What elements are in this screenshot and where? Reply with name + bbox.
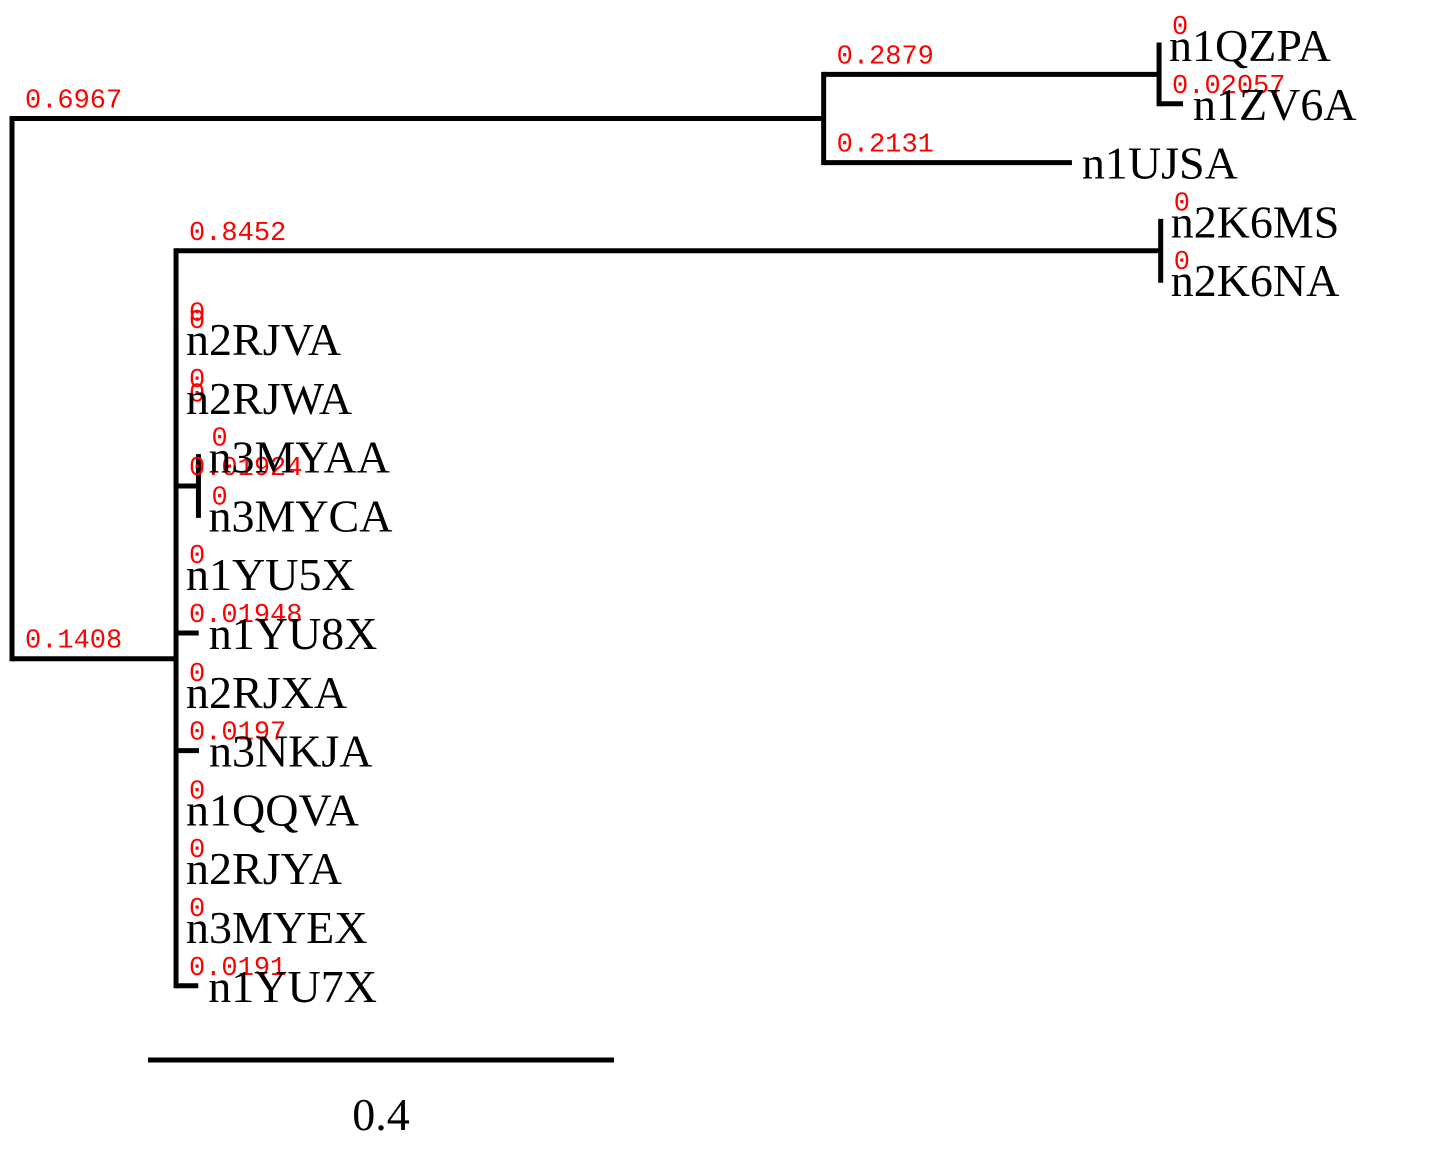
branch-length-label: 0 xyxy=(189,777,205,807)
branch-length-label: 0 xyxy=(211,425,227,455)
tree-branches xyxy=(9,42,1184,989)
leaf-label: n3MYEX xyxy=(186,902,367,953)
scale-bar-label: 0.4 xyxy=(352,1089,410,1140)
branch-length-label: 0 xyxy=(189,300,205,330)
leaf-label: n1YU7X xyxy=(208,961,377,1012)
scale-bar: 0.4 xyxy=(148,1057,614,1140)
branch-length-label: 0 xyxy=(189,660,205,690)
leaf-label: n1UJSA xyxy=(1082,138,1238,189)
branch-length-label: 0.2879 xyxy=(837,42,934,72)
branch-length-label: 0.6967 xyxy=(25,87,122,117)
leaf-label: n3MYAA xyxy=(208,432,389,483)
leaf-label: n1QZPA xyxy=(1169,20,1331,71)
leaf-label: n1YU8X xyxy=(209,608,378,659)
branch-length-label: 0 xyxy=(211,483,227,513)
leaf-label: n3MYCA xyxy=(208,490,392,541)
branch-length-label: 0.2131 xyxy=(837,131,934,161)
leaf-label: n2RJYA xyxy=(186,843,342,894)
branch-length-label: 0 xyxy=(189,542,205,572)
branch-length-label: 0.0197 xyxy=(189,719,286,749)
branch-length-label: 0 xyxy=(189,836,205,866)
leaf-label: n2RJVA xyxy=(186,314,341,365)
leaf-label: n2K6NA xyxy=(1171,255,1340,306)
branch-length-label: 0.01924 xyxy=(189,454,302,484)
branch-length-label: 0.0191 xyxy=(189,954,286,984)
branch-length-label: 0 xyxy=(189,895,205,925)
leaf-label: n1YU5X xyxy=(186,549,355,600)
branch-length-label: 0.8452 xyxy=(189,219,286,249)
branch-length-label: 0.01948 xyxy=(189,601,302,631)
branch-length-labels: 0.6967 0.2879 0 0.02057 0.2131 0.1408 0 0.8452 0… xyxy=(25,13,1285,984)
leaf-labels: n1QZPA n1ZV6A n1UJSA n2K6MS n2K6NA n2RJVA n2RJ… xyxy=(186,20,1357,1012)
leaf-label: n1QQVA xyxy=(186,784,359,835)
branch-length-label: 0 xyxy=(1174,189,1190,219)
leaf-label: n2RJXA xyxy=(186,667,347,718)
branch-length-label: 0 xyxy=(189,381,205,411)
branch-length-label: 0.1408 xyxy=(25,627,122,657)
branch-length-label: 0.02057 xyxy=(1172,72,1285,102)
branch-length-label: 0 xyxy=(189,366,205,396)
leaf-label: n2RJWA xyxy=(186,373,352,424)
leaf-label: n1ZV6A xyxy=(1193,79,1357,130)
leaf-label: n3NKJA xyxy=(209,726,373,777)
branch-length-label: 0 xyxy=(1172,13,1188,43)
leaf-label: n2K6MS xyxy=(1171,196,1340,247)
branch-length-label: 0 xyxy=(189,307,205,337)
branch-length-label: 0 xyxy=(1174,248,1190,278)
